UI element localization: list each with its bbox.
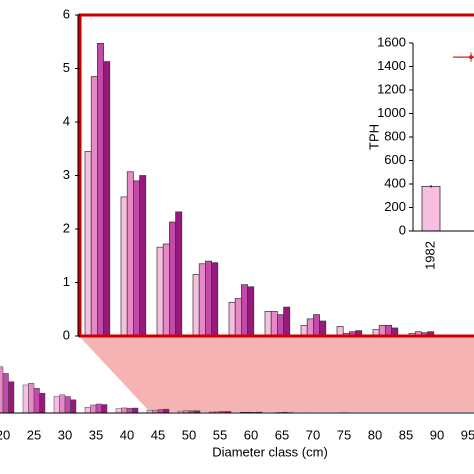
x-tick-label: 25 [27, 427, 41, 442]
y-tick-label: 200 [384, 199, 406, 214]
bar [126, 407, 133, 414]
bar [228, 301, 236, 337]
bar [97, 43, 104, 337]
x-tick-label: 20 [0, 427, 10, 442]
bar [162, 243, 170, 337]
bar [59, 394, 66, 414]
x-tick-label: 50 [182, 427, 196, 442]
bar [95, 403, 102, 414]
bar [192, 274, 200, 337]
y-tick-label: 1200 [377, 81, 406, 96]
bar [90, 76, 98, 337]
bar [264, 311, 272, 337]
bar [234, 298, 242, 337]
bar [28, 383, 35, 414]
bar [157, 409, 164, 414]
bar [175, 211, 183, 337]
x-tick-label: 35 [89, 427, 103, 442]
bar [84, 151, 92, 337]
x-tick-label: 55 [213, 427, 227, 442]
y-tick-label: 2 [63, 220, 70, 235]
y-axis-title: TPH [366, 124, 381, 150]
bar [39, 392, 46, 414]
zoom-connector [80, 337, 474, 412]
y-tick-label: 1400 [377, 58, 406, 73]
x-tick-label: 40 [120, 427, 134, 442]
y-tick-label: 0 [399, 222, 406, 237]
bar [169, 221, 176, 337]
y-tick-label: 6 [63, 6, 70, 21]
bar [2, 373, 9, 414]
y-tick-label: 5 [63, 60, 70, 75]
bar [64, 396, 71, 414]
bar [53, 396, 60, 414]
inset-background [365, 30, 473, 275]
bar [283, 306, 291, 337]
bar [211, 262, 219, 337]
y-tick-label: 0 [63, 327, 70, 342]
bar [0, 366, 4, 414]
bar [101, 404, 108, 414]
x-axis-title: Diameter class (cm) [212, 444, 328, 459]
bar [205, 260, 212, 337]
bar [84, 407, 91, 414]
x-tick-label: 1982 [422, 241, 437, 270]
bar [115, 408, 122, 414]
x-tick-label: 60 [244, 427, 258, 442]
y-tick-label: 800 [384, 128, 406, 143]
line-point [469, 55, 473, 60]
x-tick-label: 90 [430, 427, 444, 442]
bar [319, 320, 327, 337]
bar [33, 388, 40, 414]
x-tick-label: 30 [58, 427, 72, 442]
bar [22, 384, 29, 414]
x-tick-label: 45 [151, 427, 165, 442]
bar [120, 196, 128, 337]
y-tick-label: 400 [384, 175, 406, 190]
bar [306, 318, 314, 337]
bar [241, 284, 248, 337]
bar [90, 404, 97, 414]
bar [70, 399, 77, 414]
x-tick-label: 95 [461, 427, 474, 442]
y-tick-label: 4 [63, 113, 70, 128]
bar [270, 311, 278, 337]
bar [139, 175, 147, 337]
y-tick-label: 1600 [377, 34, 406, 49]
y-tick-label: 1000 [377, 105, 406, 120]
y-tick-label: 1 [63, 274, 70, 289]
bar [156, 246, 164, 337]
bar [313, 314, 320, 337]
bar [103, 61, 111, 337]
bar [198, 263, 206, 337]
x-tick-label: 85 [399, 427, 413, 442]
x-tick-label: 65 [275, 427, 289, 442]
bar [132, 407, 139, 414]
y-tick-label: 3 [63, 167, 70, 182]
x-tick-label: 75 [337, 427, 351, 442]
y-tick-label: 600 [384, 152, 406, 167]
bar [121, 407, 128, 414]
x-tick-label: 70 [306, 427, 320, 442]
bar [8, 381, 15, 414]
bar [378, 324, 386, 337]
bar [133, 180, 140, 337]
bar [300, 324, 308, 337]
bar [385, 324, 392, 337]
bar [277, 314, 284, 337]
x-tick-label: 80 [368, 427, 382, 442]
bar [421, 185, 441, 232]
bar [126, 171, 134, 337]
bar [163, 408, 170, 414]
bar [247, 286, 255, 337]
